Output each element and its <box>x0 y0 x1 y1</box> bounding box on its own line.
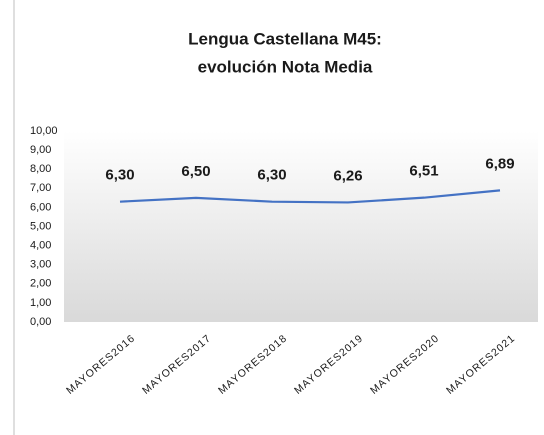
y-tick-label: 0,00 <box>30 316 51 328</box>
x-tick-label: MAYORES2017 <box>140 332 214 397</box>
data-label: 6,26 <box>333 167 362 184</box>
data-label: 6,89 <box>485 155 514 172</box>
x-tick-label: MAYORES2016 <box>64 332 138 397</box>
y-tick-label: 6,00 <box>30 201 51 213</box>
y-tick-label: 4,00 <box>30 240 51 252</box>
line <box>119 189 501 204</box>
data-label: 6,30 <box>257 167 286 184</box>
y-tick-label: 8,00 <box>30 163 51 175</box>
y-tick-label: 7,00 <box>30 182 51 194</box>
chart-title: Lengua Castellana M45: <box>188 29 382 48</box>
y-tick-label: 1,00 <box>30 297 51 309</box>
x-tick-label: MAYORES2021 <box>444 332 518 397</box>
data-label: 6,51 <box>409 163 438 180</box>
x-tick-label: MAYORES2019 <box>292 332 366 397</box>
y-tick-label: 10,00 <box>30 125 58 137</box>
chart-title: evolución Nota Media <box>198 57 373 76</box>
data-label: 6,50 <box>181 163 210 180</box>
data-label: 6,30 <box>105 167 134 184</box>
x-tick-label: MAYORES2018 <box>216 332 290 397</box>
y-tick-label: 3,00 <box>30 259 51 271</box>
y-tick-label: 9,00 <box>30 144 51 156</box>
y-tick-label: 2,00 <box>30 278 51 290</box>
y-tick-label: 5,00 <box>30 220 51 232</box>
plot-area <box>64 131 538 322</box>
x-tick-label: MAYORES2020 <box>368 332 442 397</box>
